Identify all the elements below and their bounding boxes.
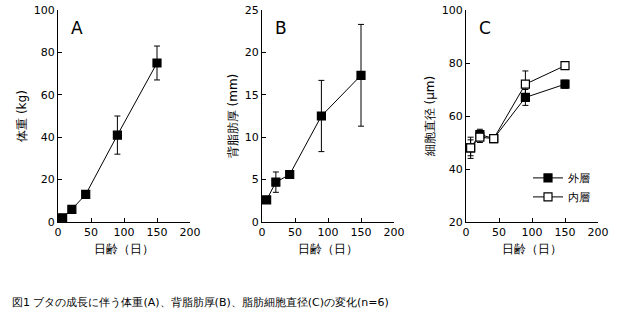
svg-text:40: 40 xyxy=(449,163,463,176)
svg-text:0: 0 xyxy=(259,226,266,239)
svg-text:5: 5 xyxy=(252,173,259,186)
svg-text:25: 25 xyxy=(245,4,259,17)
svg-text:20: 20 xyxy=(41,173,55,186)
svg-text:0: 0 xyxy=(55,226,62,239)
svg-text:200: 200 xyxy=(180,226,201,239)
svg-text:100: 100 xyxy=(442,4,463,17)
svg-text:日齢（日）: 日齢（日） xyxy=(94,242,154,256)
svg-text:背脂肪厚 (mm): 背脂肪厚 (mm) xyxy=(226,74,240,159)
svg-text:50: 50 xyxy=(288,226,302,239)
svg-text:内層: 内層 xyxy=(568,191,590,204)
svg-text:80: 80 xyxy=(41,46,55,59)
svg-text:C: C xyxy=(479,18,491,38)
svg-text:体重 (kg): 体重 (kg) xyxy=(15,90,29,142)
svg-text:50: 50 xyxy=(84,226,98,239)
svg-text:60: 60 xyxy=(449,110,463,123)
svg-text:100: 100 xyxy=(522,226,543,239)
svg-text:20: 20 xyxy=(245,46,259,59)
svg-text:A: A xyxy=(71,18,83,38)
svg-text:80: 80 xyxy=(449,57,463,70)
svg-text:外層: 外層 xyxy=(568,172,590,185)
svg-text:15: 15 xyxy=(245,89,259,102)
svg-text:0: 0 xyxy=(48,216,55,229)
svg-text:10: 10 xyxy=(245,131,259,144)
svg-text:150: 150 xyxy=(351,226,372,239)
svg-text:図1 ブタの成長に伴う体重(A)、背脂肪厚(B)、脂肪細胞直: 図1 ブタの成長に伴う体重(A)、背脂肪厚(B)、脂肪細胞直径(C)の変化(n=… xyxy=(12,296,389,309)
svg-text:150: 150 xyxy=(555,226,576,239)
svg-text:B: B xyxy=(275,18,287,38)
svg-text:日齢（日）: 日齢（日） xyxy=(502,242,562,256)
svg-text:100: 100 xyxy=(318,226,339,239)
svg-text:100: 100 xyxy=(34,4,55,17)
svg-text:40: 40 xyxy=(41,131,55,144)
svg-text:日齢（日）: 日齢（日） xyxy=(298,242,358,256)
svg-text:20: 20 xyxy=(449,216,463,229)
svg-text:0: 0 xyxy=(252,216,259,229)
svg-text:200: 200 xyxy=(384,226,405,239)
svg-text:150: 150 xyxy=(147,226,168,239)
svg-text:100: 100 xyxy=(114,226,135,239)
svg-text:60: 60 xyxy=(41,89,55,102)
svg-text:0: 0 xyxy=(463,226,470,239)
svg-text:細胞直径 (μm): 細胞直径 (μm) xyxy=(423,76,437,158)
svg-text:200: 200 xyxy=(588,226,609,239)
svg-text:50: 50 xyxy=(492,226,506,239)
